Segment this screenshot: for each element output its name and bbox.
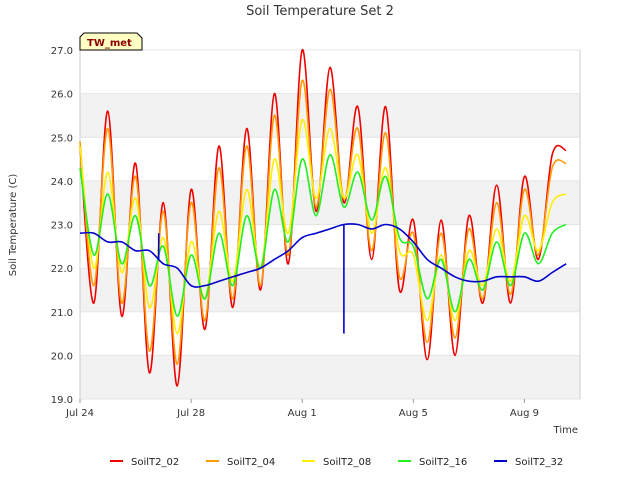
plot-band	[80, 137, 580, 181]
y-axis-label: Soil Temperature (C)	[8, 174, 19, 277]
x-tick-label: Aug 1	[288, 408, 317, 419]
plot-band	[80, 355, 580, 399]
plot-band	[80, 268, 580, 312]
y-tick-label: 26.0	[51, 90, 73, 101]
legend-label-soilt2-16: SoilT2_16	[419, 457, 467, 468]
y-tick-label: 27.0	[51, 46, 73, 57]
plot-band	[80, 180, 580, 225]
plot-band	[80, 311, 580, 356]
x-axis-label: Time	[553, 425, 578, 436]
legend-label-soilt2-02: SoilT2_02	[131, 457, 179, 468]
legend-label-soilt2-04: SoilT2_04	[227, 457, 275, 468]
series-line-soilt2-16	[79, 153, 567, 317]
station-badge: TW_met	[79, 32, 143, 51]
y-tick-label: 23.0	[51, 221, 73, 232]
legend-label-soilt2-32: SoilT2_32	[515, 457, 563, 468]
y-tick-label: 19.0	[51, 395, 73, 406]
y-tick-label: 20.0	[51, 351, 73, 362]
x-axis: Jul 24 Jul 28 Aug 1 Aug 5 Aug 9	[65, 399, 539, 419]
series-layer	[79, 49, 567, 387]
y-axis: 19.0 20.0 21.0 22.0 23.0 24.0 25.0 26.0 27.0	[51, 46, 580, 406]
y-tick-label: 22.0	[51, 264, 73, 275]
series-line-soilt2-32	[79, 223, 567, 288]
plot-band	[80, 50, 580, 94]
y-tick-label: 25.0	[51, 133, 73, 144]
badge-label: TW_met	[87, 38, 132, 49]
y-tick-label: 24.0	[51, 177, 73, 188]
x-tick-label: Jul 28	[176, 408, 205, 419]
series-line-soilt2-04	[79, 79, 567, 365]
x-tick-label: Aug 5	[399, 408, 428, 419]
y-tick-label: 21.0	[51, 308, 73, 319]
chart-title: Soil Temperature Set 2	[246, 4, 394, 19]
legend: SoilT2_02 SoilT2_04 SoilT2_08 SoilT2_16 Soil…	[110, 457, 563, 468]
series-line-soilt2-08	[79, 118, 567, 335]
legend-label-soilt2-08: SoilT2_08	[323, 457, 371, 468]
badge-shape	[79, 32, 143, 51]
x-tick-label: Aug 9	[510, 408, 539, 419]
plot-band	[80, 93, 580, 138]
x-tick-label: Jul 24	[65, 408, 94, 419]
series-line-soilt2-02	[79, 49, 567, 387]
